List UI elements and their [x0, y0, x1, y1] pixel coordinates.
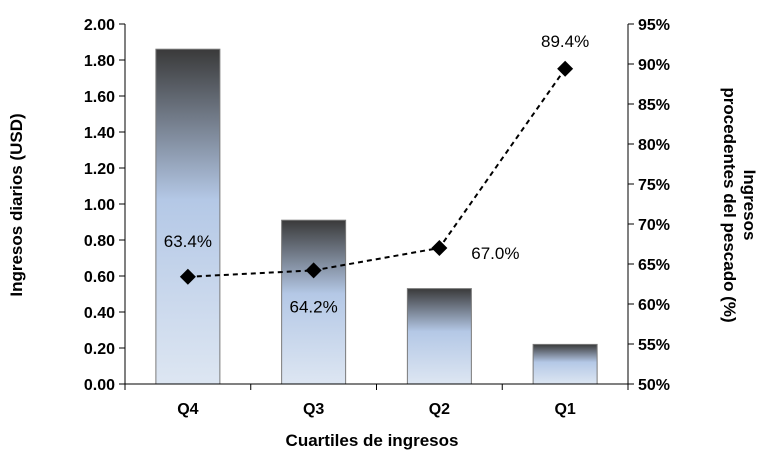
bar-series — [155, 48, 598, 385]
x-tick-label-q1: Q1 — [554, 401, 575, 418]
marker-diamond-q2 — [431, 240, 448, 256]
y2-tick-label: 70% — [638, 217, 670, 234]
y-tick-label: 1.20 — [84, 161, 115, 178]
y-tick-label: 0.00 — [84, 377, 115, 394]
marker-diamond-q3 — [305, 262, 322, 279]
y2-tick-label: 60% — [638, 297, 670, 314]
bar-q4 — [155, 48, 221, 385]
y-tick-label: 1.60 — [84, 89, 115, 106]
fish-income-share-line — [187, 68, 566, 278]
y2-tick-label: 75% — [638, 177, 670, 194]
y-tick-label: 0.40 — [84, 305, 115, 322]
data-label-q2: 67.0% — [471, 244, 519, 263]
y-tick-label: 2.00 — [84, 17, 115, 34]
y-tick-label: 0.60 — [84, 269, 115, 286]
y2-tick-label: 80% — [638, 137, 670, 154]
y2-tick-label: 65% — [638, 257, 670, 274]
marker-diamond-q4 — [179, 268, 196, 285]
data-label-q3: 64.2% — [290, 297, 338, 316]
y2-axis-title-line1: Ingresos — [740, 170, 759, 241]
bar-q1 — [532, 343, 598, 385]
data-label-q4: 63.4% — [164, 232, 212, 251]
x-axis-title: Cuartiles de ingresos — [286, 431, 459, 450]
x-tick-label-q2: Q2 — [429, 401, 450, 418]
y2-tick-label: 55% — [638, 337, 670, 354]
y-tick-label: 0.80 — [84, 233, 115, 250]
x-tick-label-q4: Q4 — [177, 401, 198, 418]
bar-q2 — [406, 288, 472, 385]
y-tick-label: 1.40 — [84, 125, 115, 142]
y2-tick-label: 95% — [638, 17, 670, 34]
marker-diamond-q1 — [557, 60, 574, 77]
axes: 0.00 0.20 0.40 0.60 0.80 1.00 1.20 1.40 1.60 1.80… — [84, 17, 670, 418]
x-tick-label-q3: Q3 — [303, 401, 324, 418]
y-tick-label: 1.00 — [84, 197, 115, 214]
line-series: 63.4% 64.2% 67.0% 89.4% — [164, 32, 589, 317]
y2-tick-label: 90% — [638, 57, 670, 74]
y-axis-title: Ingresos diarios (USD) — [7, 113, 26, 296]
y2-tick-label: 50% — [638, 377, 670, 394]
y2-tick-label: 85% — [638, 97, 670, 114]
data-label-q1: 89.4% — [541, 32, 589, 51]
bar-q3 — [281, 219, 347, 385]
y-tick-label: 1.80 — [84, 53, 115, 70]
y2-axis-title-line2: procedentes del pescado (%) — [720, 87, 739, 322]
y-tick-label: 0.20 — [84, 341, 115, 358]
